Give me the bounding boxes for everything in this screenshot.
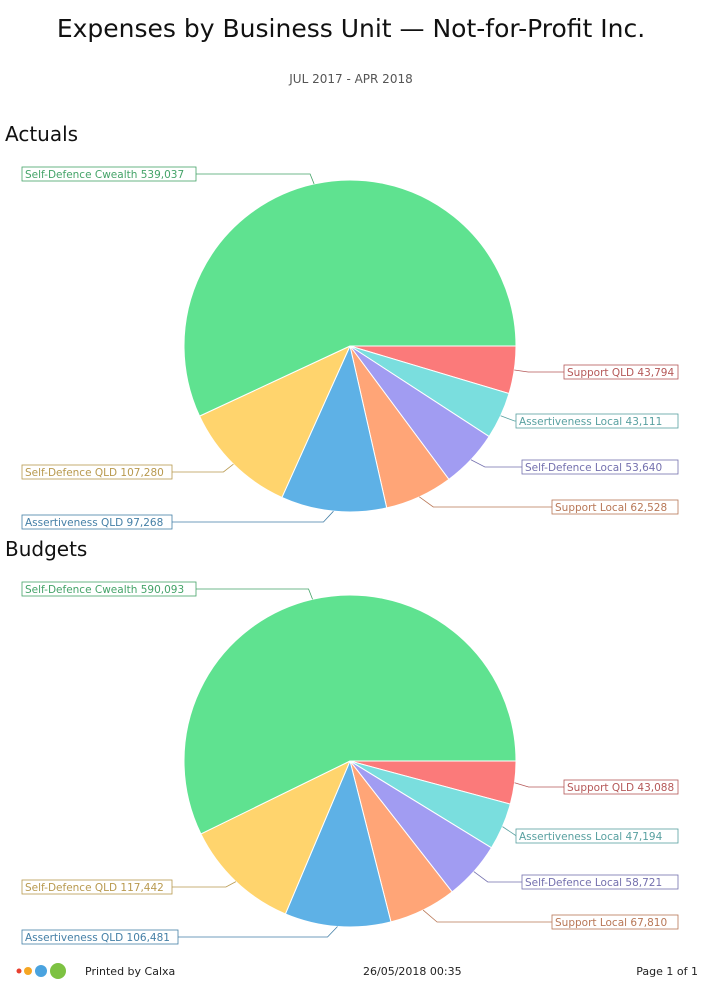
pie-label-assertiveness-local: Assertiveness Local 43,111	[500, 413, 679, 429]
logo-dot-4	[50, 963, 66, 979]
pie-label-support-qld: Support QLD 43,088	[514, 779, 679, 795]
pie-label-box	[21, 581, 197, 597]
pie-label-box	[515, 413, 679, 429]
pie-label-box	[21, 514, 173, 530]
pie-label-text: Self-Defence Local 53,640	[525, 462, 662, 474]
report-period: JUL 2017 - APR 2018	[289, 72, 413, 86]
pie-label-box	[563, 364, 679, 380]
pie-label-leader	[419, 496, 552, 508]
pie-label-leader	[422, 909, 552, 923]
pie-label-text: Self-Defence Local 58,721	[525, 877, 662, 889]
pie-label-self-defence-qld: Self-Defence QLD 117,442	[21, 879, 237, 895]
pie-label-leader	[172, 463, 234, 473]
pie-label-self-defence-local: Self-Defence Local 58,721	[473, 871, 679, 890]
footer: Printed by Calxa 26/05/2018 00:35 Page 1…	[0, 960, 702, 982]
pie-label-text: Self-Defence Cwealth 590,093	[25, 584, 184, 596]
pie-label-leader	[500, 415, 516, 422]
pie-label-text: Support QLD 43,088	[567, 782, 674, 794]
pie-slice-assertiveness-qld	[281, 344, 388, 513]
pie-label-box	[21, 464, 173, 480]
budgets-heading: Budgets	[5, 537, 88, 561]
pie-label-self-defence-cwealth: Self-Defence Cwealth 590,093	[21, 581, 313, 600]
pie-label-self-defence-local: Self-Defence Local 53,640	[470, 459, 679, 475]
pie-label-support-local: Support Local 67,810	[422, 909, 679, 930]
logo-dot-1	[16, 968, 22, 974]
actuals-heading: Actuals	[5, 122, 79, 146]
logo-dot-3	[35, 965, 47, 977]
pie-label-leader	[172, 881, 237, 888]
pie-label-leader	[502, 826, 518, 837]
pie-label-text: Assertiveness Local 47,194	[519, 831, 663, 843]
logo-dot-2	[24, 967, 32, 975]
pie-label-support-local: Support Local 62,528	[419, 496, 679, 515]
pie-label-text: Self-Defence Cwealth 539,037	[25, 169, 184, 181]
pie-label-leader	[470, 459, 522, 468]
pie-label-text: Support Local 67,810	[555, 917, 667, 929]
pie-label-text: Assertiveness QLD 97,268	[25, 517, 163, 529]
printed-by: Printed by Calxa	[85, 965, 176, 978]
pie-label-text: Self-Defence QLD 117,442	[25, 882, 164, 894]
pie-label-box	[551, 499, 679, 515]
pie-label-box	[521, 874, 679, 890]
actuals-pie-chart: Support QLD 43,794 Assertiveness Local 43…	[21, 166, 679, 530]
pie-label-box	[551, 914, 679, 930]
pie-label-text: Self-Defence QLD 107,280	[25, 467, 164, 479]
pie-label-assertiveness-local: Assertiveness Local 47,194	[502, 826, 679, 844]
pie-label-text: Assertiveness QLD 106,481	[25, 932, 170, 944]
pie-label-leader	[514, 369, 564, 373]
pie-slice-self-defence-cwealth	[183, 179, 517, 417]
pie-label-box	[21, 929, 179, 945]
pie-label-assertiveness-qld: Assertiveness QLD 106,481	[21, 926, 338, 945]
pie-label-assertiveness-qld: Assertiveness QLD 97,268	[21, 510, 334, 530]
print-timestamp: 26/05/2018 00:35	[363, 965, 462, 978]
page-number: Page 1 of 1	[636, 965, 698, 978]
pie-label-box	[21, 879, 173, 895]
pie-label-box	[21, 166, 197, 182]
pie-label-leader	[514, 782, 564, 788]
pie-label-box	[515, 828, 679, 844]
pie-slice-self-defence-cwealth	[183, 594, 517, 835]
calxa-logo-icon	[16, 963, 66, 979]
pie-slice-self-defence-qld	[198, 344, 352, 499]
pie-label-text: Support QLD 43,794	[567, 367, 674, 379]
pie-label-leader	[473, 871, 522, 883]
pie-label-leader	[172, 510, 334, 523]
pie-label-leader	[196, 588, 313, 600]
pie-label-leader	[178, 926, 338, 938]
pie-label-text: Assertiveness Local 43,111	[519, 416, 662, 428]
pie-label-self-defence-qld: Self-Defence QLD 107,280	[21, 463, 234, 480]
pie-label-box	[521, 459, 679, 475]
pie-label-leader	[196, 173, 315, 185]
pie-label-support-qld: Support QLD 43,794	[514, 364, 679, 380]
report-title: Expenses by Business Unit — Not-for-Prof…	[56, 14, 646, 43]
pie-label-text: Support Local 62,528	[555, 502, 667, 514]
pie-slice-assertiveness-qld	[284, 759, 392, 928]
pie-label-self-defence-cwealth: Self-Defence Cwealth 539,037	[21, 166, 315, 185]
pie-label-box	[563, 779, 679, 795]
budgets-pie-chart: Support QLD 43,088 Assertiveness Local 47…	[21, 581, 679, 945]
